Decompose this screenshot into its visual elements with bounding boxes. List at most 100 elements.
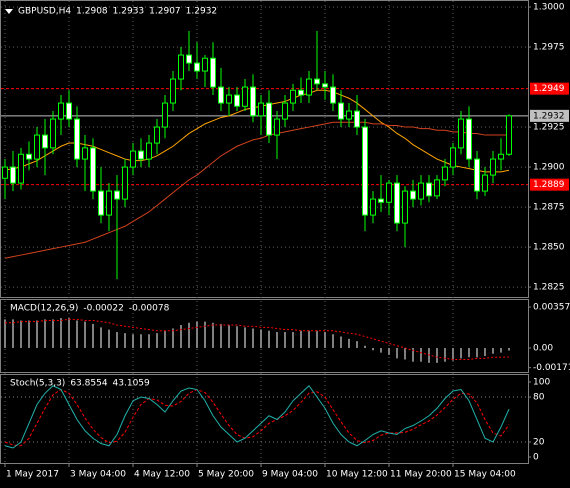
stoch-panel-border: [0, 374, 529, 464]
y-tick-label: -0.00171: [533, 363, 570, 373]
x-tick-label: 1 May 2017: [6, 470, 59, 480]
level-label: 1.2889: [533, 180, 565, 190]
candle-body: [490, 158, 496, 176]
header-text: 1.2907: [149, 7, 181, 17]
candle-body: [410, 190, 416, 200]
y-tick-label: 1.2975: [533, 43, 565, 53]
level-label-box: [530, 178, 569, 191]
symbol-icon: [5, 9, 13, 14]
y-tick-label: 20: [533, 438, 545, 448]
candle-body: [178, 54, 184, 80]
candle-body: [370, 198, 376, 216]
candle-body: [362, 126, 368, 216]
candle-body: [258, 102, 264, 117]
candle-body: [306, 78, 312, 96]
y-tick-label: 1.2850: [533, 243, 565, 253]
candle-body: [506, 115, 512, 155]
candle-body: [330, 86, 336, 104]
candle-body: [418, 182, 424, 200]
main-panel-border: [0, 0, 529, 298]
candle-body: [122, 166, 128, 200]
y-tick-label: 80: [533, 393, 545, 403]
y-tick-label: 0: [533, 453, 539, 463]
candle-body: [242, 86, 248, 107]
header-text: GBPUSD,H4: [18, 7, 71, 17]
candle-body: [298, 89, 304, 96]
candle-body: [218, 86, 224, 104]
moving-average: [4, 121, 509, 259]
header-text: 43.1059: [113, 379, 150, 389]
candle-body: [266, 102, 272, 136]
candle-body: [138, 150, 144, 160]
candle-body: [170, 78, 176, 104]
candle-body: [226, 94, 232, 104]
candle-body: [442, 166, 448, 181]
candle-body: [82, 147, 88, 160]
candle-body: [274, 118, 280, 136]
y-tick-label: 1.2925: [533, 123, 565, 133]
candle-body: [346, 110, 352, 120]
candle-body: [498, 153, 504, 160]
x-tick-label: 4 May 12:00: [134, 470, 190, 480]
y-tick-label: 1.2875: [533, 203, 565, 213]
candle-body: [162, 102, 168, 128]
candle-body: [234, 94, 240, 107]
macd-signal: [5, 318, 510, 360]
candle-body: [314, 78, 320, 85]
candle-body: [458, 118, 464, 149]
x-tick-label: 9 May 04:00: [262, 470, 318, 480]
y-tick-label: 1.2825: [533, 283, 565, 293]
candle-body: [338, 102, 344, 120]
candle-body: [50, 118, 56, 149]
candle-body: [434, 179, 440, 197]
header-text: -0.00078: [129, 304, 170, 314]
candle-body: [194, 62, 200, 72]
candle-body: [66, 102, 72, 120]
candle-body: [474, 158, 480, 192]
candle-body: [210, 57, 216, 88]
candle-body: [386, 182, 392, 203]
candle-body: [34, 134, 40, 160]
x-tick-label: 10 May 12:00: [326, 470, 388, 480]
candle-body: [10, 166, 16, 184]
y-tick-label: 0.00: [533, 344, 553, 354]
candle-body: [146, 142, 152, 160]
candle-body: [130, 150, 136, 168]
candle-body: [322, 83, 328, 88]
candle-body: [202, 57, 208, 72]
x-tick-label: 15 May 04:00: [454, 470, 516, 480]
y-tick-label: 1.2900: [533, 163, 565, 173]
stoch-signal: [4, 388, 510, 447]
candle-body: [90, 147, 96, 192]
candle-body: [74, 118, 80, 160]
candle-body: [42, 134, 48, 149]
candle-body: [482, 174, 488, 192]
candle-body: [282, 102, 288, 120]
y-tick-label: 1.3000: [533, 3, 565, 13]
y-tick-label: 100: [533, 378, 550, 388]
candle-body: [2, 166, 8, 179]
moving-average: [4, 89, 510, 173]
candle-body: [186, 54, 192, 64]
level-label-box: [530, 109, 569, 122]
header-text: MACD(12,26,9): [10, 304, 78, 314]
x-tick-label: 5 May 20:00: [198, 470, 254, 480]
level-label-box: [530, 82, 569, 95]
header-text: 1.2908: [76, 7, 108, 17]
candle-body: [250, 86, 256, 117]
candle-body: [354, 110, 360, 128]
header-text: -0.00022: [83, 304, 123, 314]
candle-body: [378, 198, 384, 203]
level-label: 1.2949: [533, 84, 565, 94]
candle-body: [402, 190, 408, 224]
level-label: 1.2932: [533, 111, 565, 121]
candle-body: [26, 153, 32, 160]
candle-body: [114, 190, 120, 200]
x-tick-label: 3 May 04:00: [70, 470, 126, 480]
candle-body: [58, 102, 64, 120]
y-tick-label: 0.00357: [533, 303, 570, 313]
candle-body: [18, 153, 24, 184]
